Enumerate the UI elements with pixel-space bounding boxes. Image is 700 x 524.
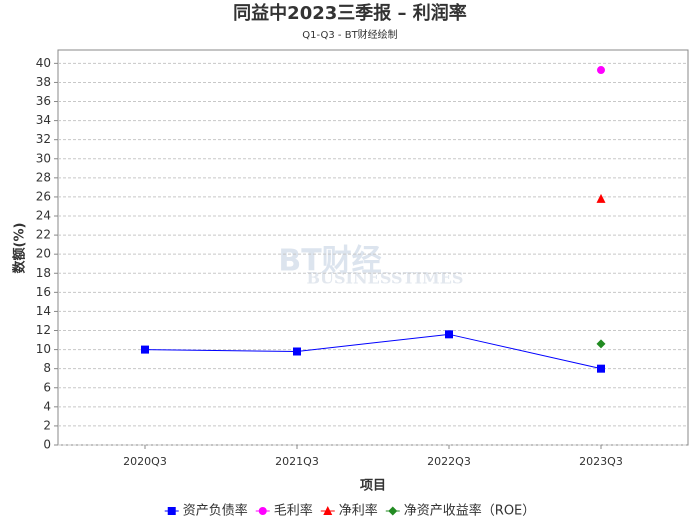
y-tick-label: 12 — [36, 323, 51, 337]
chart-title: 同益中2023三季报 – 利润率 — [233, 2, 467, 24]
y-tick-label: 26 — [36, 189, 51, 203]
marker — [323, 506, 333, 515]
y-tick-label: 28 — [36, 170, 51, 184]
legend-label: 毛利率 — [274, 503, 313, 519]
marker — [293, 347, 301, 356]
y-tick-label: 6 — [43, 380, 51, 394]
y-tick-label: 36 — [36, 94, 51, 108]
marker — [141, 345, 149, 354]
marker — [388, 506, 398, 516]
watermark: BUSINESSTIMES — [307, 269, 464, 288]
marker — [258, 507, 267, 515]
x-axis-title: 项目 — [360, 479, 386, 494]
y-tick-label: 20 — [36, 247, 51, 261]
y-tick-label: 2 — [43, 418, 51, 432]
marker — [167, 507, 176, 515]
y-tick-label: 24 — [36, 209, 51, 223]
chart-subtitle: Q1-Q3 - BT财经绘制 — [302, 28, 397, 41]
y-tick-label: 4 — [43, 399, 51, 413]
legend-label: 净利率 — [339, 503, 378, 519]
marker — [596, 339, 606, 349]
legend-label: 资产负债率 — [183, 503, 248, 519]
y-tick-label: 0 — [43, 438, 51, 452]
y-axis-title: 数额(%) — [12, 223, 28, 274]
y-tick-label: 30 — [36, 151, 51, 165]
legend-label: 净资产收益率（ROE） — [404, 503, 535, 519]
y-tick-label: 32 — [36, 132, 51, 146]
x-tick-label: 2021Q3 — [275, 455, 319, 468]
y-tick-label: 16 — [36, 285, 51, 299]
y-tick-label: 22 — [36, 228, 51, 242]
x-tick-label: 2020Q3 — [123, 455, 167, 468]
marker — [445, 330, 453, 339]
y-tick-label: 10 — [36, 342, 51, 356]
x-tick-label: 2023Q3 — [579, 455, 623, 468]
watermark: BT财经 — [278, 244, 381, 279]
plot-area — [57, 49, 689, 446]
marker — [596, 193, 606, 203]
marker — [597, 66, 605, 75]
y-tick-label: 14 — [36, 304, 51, 318]
marker — [597, 364, 605, 373]
y-tick-label: 18 — [36, 266, 51, 280]
y-tick-label: 34 — [36, 113, 51, 127]
x-tick-label: 2022Q3 — [427, 455, 471, 468]
y-tick-label: 38 — [36, 75, 51, 89]
y-tick-label: 8 — [43, 361, 51, 375]
y-tick-label: 40 — [36, 56, 51, 70]
legend: 资产负债率 毛利率 净利率 净资产收益率（ROE） — [164, 503, 535, 519]
series-line — [144, 333, 602, 370]
